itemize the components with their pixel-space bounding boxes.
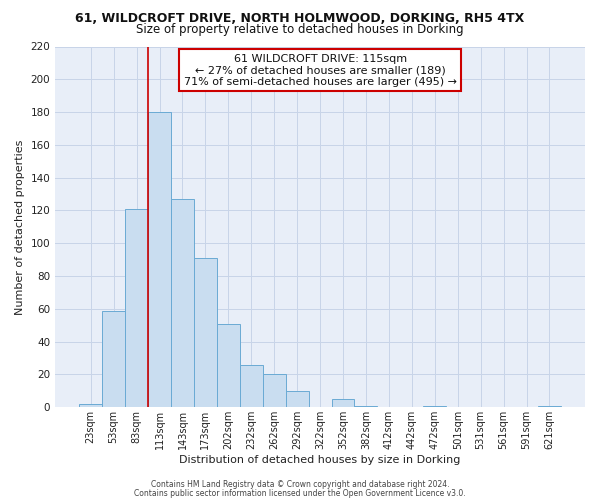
Bar [102, 310, 125, 408]
Text: Size of property relative to detached houses in Dorking: Size of property relative to detached ho… [136, 22, 464, 36]
Bar [286, 391, 308, 407]
Text: Contains HM Land Registry data © Crown copyright and database right 2024.: Contains HM Land Registry data © Crown c… [151, 480, 449, 489]
Bar [194, 258, 217, 408]
X-axis label: Distribution of detached houses by size in Dorking: Distribution of detached houses by size … [179, 455, 461, 465]
Bar [538, 406, 561, 407]
Bar [423, 406, 446, 407]
Bar [355, 406, 377, 407]
Bar [79, 404, 102, 407]
Bar [171, 199, 194, 408]
Bar [240, 364, 263, 408]
Bar [263, 374, 286, 408]
Text: Contains public sector information licensed under the Open Government Licence v3: Contains public sector information licen… [134, 488, 466, 498]
Bar [217, 324, 240, 407]
Y-axis label: Number of detached properties: Number of detached properties [15, 139, 25, 314]
Bar [148, 112, 171, 408]
Bar [332, 399, 355, 407]
Text: 61 WILDCROFT DRIVE: 115sqm
← 27% of detached houses are smaller (189)
71% of sem: 61 WILDCROFT DRIVE: 115sqm ← 27% of deta… [184, 54, 457, 87]
Bar [125, 209, 148, 408]
Text: 61, WILDCROFT DRIVE, NORTH HOLMWOOD, DORKING, RH5 4TX: 61, WILDCROFT DRIVE, NORTH HOLMWOOD, DOR… [76, 12, 524, 26]
